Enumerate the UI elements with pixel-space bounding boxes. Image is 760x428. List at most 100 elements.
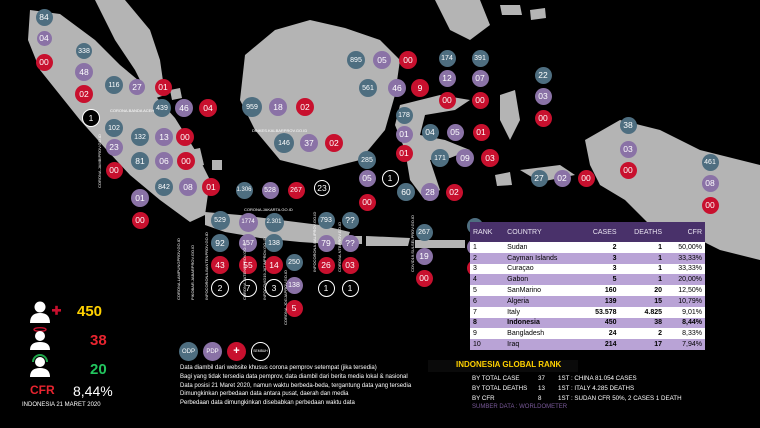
cases-header: CASES [579, 222, 620, 242]
deaths-cell: 1 [658, 265, 663, 273]
province-bubble-odp: 529 [210, 210, 230, 230]
province-bubble-pdp: 28 [421, 183, 439, 201]
cases-cell: 450 [604, 319, 617, 327]
province-bubble-pdp: 01 [395, 125, 413, 143]
country-cell: Italy [507, 308, 521, 316]
source-label-jakarta: CORONA.JAKARTA.GO.ID [244, 207, 293, 212]
rank-cell: 4 [473, 276, 477, 284]
province-bubble-pos: 00 [399, 51, 417, 69]
global-rank-label: BY CFR [472, 395, 495, 402]
province-bubble-pdp: 1774 [238, 212, 258, 232]
rank-row: 9 Bangladesh 24 2 8,33% [470, 328, 705, 340]
deaths-cell: 20 [654, 287, 663, 295]
note-line: Data diambil dari website khusus corona … [180, 365, 377, 371]
province-bubble-sembuh: 1 [317, 279, 335, 297]
deaths-cell: 17 [654, 341, 663, 349]
province-bubble-odp: 285 [358, 151, 376, 169]
borneo-island [240, 20, 400, 170]
province-bubble-pos: 00 [701, 196, 719, 214]
cfr-header: CFR [665, 222, 705, 242]
cases-cell: 5 [612, 276, 617, 284]
recovered-person-icon [30, 354, 50, 377]
province-bubble-pos: 5 [285, 299, 303, 317]
province-bubble-odp: 561 [359, 79, 377, 97]
province-bubble-pos: 02 [325, 134, 343, 152]
legend-odp: ODP [179, 342, 198, 361]
province-bubble-odp: 439 [153, 99, 171, 117]
rank-row: 10 Iraq 214 17 7,94% [470, 339, 705, 350]
province-bubble-odp: 38 [619, 116, 637, 134]
buru-island [495, 172, 512, 186]
province-bubble-pos: 03 [341, 256, 359, 274]
province-bubble-odp: ?? [341, 211, 359, 229]
country-cell: Iraq [507, 341, 520, 349]
province-bubble-pos: 9 [411, 79, 429, 97]
rank-cell: 5 [473, 287, 477, 295]
country-cell: Algeria [507, 297, 529, 305]
province-bubble-odp: 1.306 [235, 181, 253, 199]
country-cell: Cayman Islands [507, 254, 558, 262]
province-bubble-pdp: 01 [131, 189, 149, 207]
cfr-cell: 33,33% [678, 254, 702, 262]
deaths-header: DEATHS [619, 222, 666, 242]
positive-person-icon [30, 301, 61, 323]
cases-cell: 2 [612, 243, 617, 251]
cfr-cell: 8,44% [682, 319, 702, 327]
province-bubble-odp: 174 [438, 49, 456, 67]
province-bubble-sembuh: 1 [341, 279, 359, 297]
province-bubble-pdp: 02 [553, 169, 571, 187]
cfr-cell: 9,01% [682, 308, 702, 316]
note-line: Perbedaan data dimungkinkan disebabkan p… [180, 400, 355, 407]
province-bubble-pos: 00 [471, 91, 489, 109]
small-islands-ne [500, 5, 546, 20]
province-bubble-odp: 04 [421, 123, 439, 141]
cases-cell: 139 [604, 297, 617, 305]
rank-cell: 9 [473, 330, 477, 338]
legend-pdp: PDP [203, 342, 222, 361]
deaths-cell: 38 [654, 319, 663, 327]
province-bubble-odp: 250 [285, 253, 303, 271]
global-rank-leader: 1ST : ITALY 4.285 DEATHS [558, 385, 635, 392]
source-label-sulsel: COVID19.SULSELPROV.GO.ID [410, 215, 415, 272]
province-bubble-pos: 02 [75, 85, 93, 103]
country-cell: SanMarino [507, 287, 542, 295]
source-label-bali: INFOCORONA.BALIPROV.GO.ID [312, 211, 317, 272]
rank-header: RANK [470, 222, 505, 242]
province-bubble-pos: 00 [177, 152, 195, 170]
province-bubble-odp: 171 [431, 149, 449, 167]
province-bubble-pos: 43 [211, 256, 229, 274]
province-bubble-pos: 02 [296, 98, 314, 116]
province-bubble-pdp: 13 [155, 128, 173, 146]
province-bubble-pdp: 05 [446, 123, 464, 141]
source-label-ntb: CORONA.NTBPROV.GO.ID [337, 221, 342, 272]
province-bubble-pdp: 07 [471, 69, 489, 87]
province-bubble-pos: 01 [472, 123, 490, 141]
province-bubble-pdp: 19 [415, 247, 433, 265]
province-bubble-pdp: 12 [438, 69, 456, 87]
province-bubble-odp: 102 [105, 119, 123, 137]
global-rank-value: 8 [538, 395, 542, 402]
province-bubble-odp: 895 [347, 51, 365, 69]
note-line: Bagi yang tidak tersedia data pemprov, d… [180, 373, 408, 380]
rank-row: 1 Sudan 2 1 50,00% [470, 242, 705, 253]
legend-sembuh: SEMBUH [251, 342, 270, 361]
province-bubble-odp: 116 [105, 76, 123, 94]
cfr-label: CFR [30, 383, 55, 397]
cases-cell: 24 [608, 330, 617, 338]
province-bubble-odp: 178 [395, 106, 413, 124]
deaths-cell: 1 [658, 276, 663, 284]
rank-row: 2 Cayman Islands 3 1 33,33% [470, 252, 705, 264]
global-rank-leader: 1ST : CHINA 81.054 CASES [558, 375, 637, 382]
province-bubble-odp: 84 [35, 8, 53, 26]
province-bubble-pos: 00 [484, 260, 500, 276]
province-bubble-odp: 132 [131, 128, 149, 146]
global-rank-label: BY TOTAL DEATHS [472, 385, 528, 392]
deaths-cell: 4.825 [644, 308, 663, 316]
global-rank-value: 13 [538, 385, 545, 392]
province-bubble-odp: 267 [415, 223, 433, 241]
province-bubble-odp: 92 [211, 234, 229, 252]
rank-cell: 1 [473, 243, 477, 251]
country-cell: Sudan [507, 243, 528, 251]
belitung-island [212, 160, 222, 170]
source-label-jambi: CORONA.JAMBIPROV.GO.ID [97, 134, 102, 188]
